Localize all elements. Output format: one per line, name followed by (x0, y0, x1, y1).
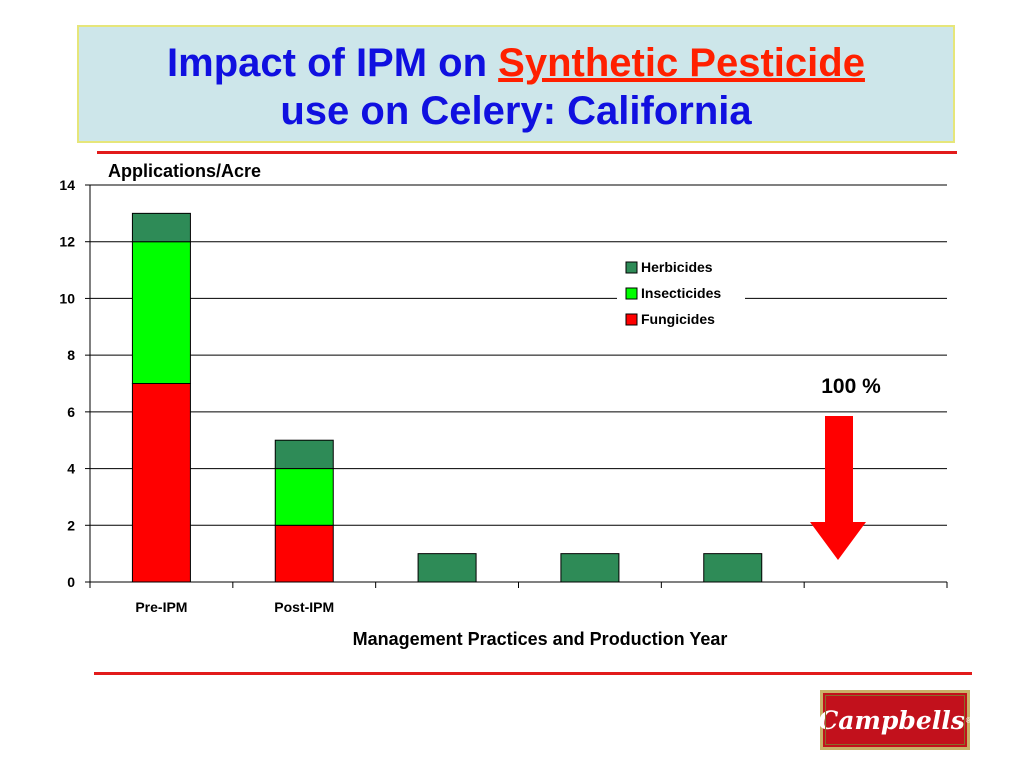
grid-lines (85, 184, 947, 583)
logo-registered-mark: ® (965, 715, 972, 725)
campbells-logo: Campbells ® (818, 690, 972, 750)
x-tick-labels: Pre-IPM Post-IPM (135, 599, 334, 615)
legend-label-insecticides: Insecticides (641, 285, 721, 301)
y-tick-label: 12 (59, 234, 75, 250)
top-divider (97, 151, 957, 154)
y-tick-label: 10 (59, 290, 75, 306)
bar-segment-fungicides (131, 383, 191, 583)
legend-label-herbicides: Herbicides (641, 259, 713, 275)
y-tick-label: 6 (67, 404, 75, 420)
title-line-2: use on Celery: California (280, 89, 752, 133)
legend-swatch-insecticides (625, 287, 638, 300)
bar-segment-insecticides (274, 468, 334, 526)
x-axis (89, 185, 948, 588)
title-part-1: Impact of IPM on (167, 41, 499, 85)
bottom-divider (94, 672, 972, 675)
logo-text: Campbells (818, 705, 965, 735)
x-tick-label: Post-IPM (274, 599, 334, 615)
y-tick-label: 4 (67, 461, 75, 477)
y-tick-label: 8 (67, 347, 75, 363)
legend: Herbicides Insecticides Fungicides (617, 256, 745, 334)
y-axis-title: Applications/Acre (108, 161, 261, 181)
slide-title: Impact of IPM on Synthetic Pesticide use… (77, 25, 955, 143)
bar-segment-herbicides (560, 553, 620, 583)
bar-segment-herbicides (417, 553, 477, 583)
bar-segment-herbicides (131, 212, 191, 243)
x-axis-title: Management Practices and Production Year (353, 629, 728, 649)
legend-swatch-fungicides (625, 313, 638, 326)
y-tick-labels: 0 2 4 6 8 10 12 14 (59, 177, 75, 590)
legend-label-fungicides: Fungicides (641, 311, 715, 327)
down-arrow-icon (810, 416, 866, 560)
x-tick-label: Pre-IPM (135, 599, 187, 615)
y-tick-label: 2 (67, 517, 75, 533)
title-line-1: Impact of IPM on Synthetic Pesticide (79, 39, 953, 87)
y-tick-label: 0 (67, 574, 75, 590)
reduction-annotation: 100 % (821, 375, 881, 398)
legend-background (617, 256, 745, 334)
bar-segment-fungicides (274, 524, 334, 583)
bar-segment-herbicides (703, 553, 763, 583)
bars (131, 212, 763, 583)
title-highlight: Synthetic Pesticide (498, 41, 865, 85)
y-tick-label: 14 (59, 177, 75, 193)
bar-segment-herbicides (274, 439, 334, 470)
legend-swatch-herbicides (625, 261, 638, 274)
bar-segment-insecticides (131, 241, 191, 384)
